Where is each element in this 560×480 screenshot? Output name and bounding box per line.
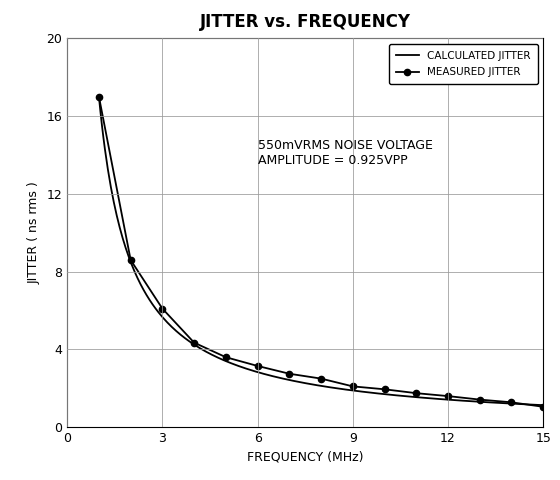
MEASURED JITTER (381, 386, 388, 392)
MEASURED JITTER (96, 94, 102, 99)
Text: 550mVRMS NOISE VOLTAGE
AMPLITUDE = 0.925VPP: 550mVRMS NOISE VOLTAGE AMPLITUDE = 0.925… (258, 140, 432, 168)
MEASURED JITTER (159, 306, 166, 312)
MEASURED JITTER (127, 257, 134, 263)
CALCULATED JITTER (367, 390, 374, 396)
Title: JITTER vs. FREQUENCY: JITTER vs. FREQUENCY (200, 13, 410, 31)
CALCULATED JITTER (470, 398, 477, 404)
Legend: CALCULATED JITTER, MEASURED JITTER: CALCULATED JITTER, MEASURED JITTER (389, 44, 538, 84)
MEASURED JITTER (191, 340, 198, 346)
MEASURED JITTER (508, 399, 515, 405)
MEASURED JITTER (349, 384, 356, 389)
MEASURED JITTER (477, 396, 483, 402)
MEASURED JITTER (318, 376, 324, 382)
MEASURED JITTER (286, 371, 293, 377)
Line: CALCULATED JITTER: CALCULATED JITTER (99, 96, 543, 405)
Y-axis label: JITTER ( ns rms ): JITTER ( ns rms ) (28, 181, 41, 284)
CALCULATED JITTER (97, 108, 104, 114)
MEASURED JITTER (254, 363, 261, 369)
MEASURED JITTER (540, 404, 547, 409)
Line: MEASURED JITTER: MEASURED JITTER (96, 94, 547, 410)
MEASURED JITTER (222, 354, 229, 360)
MEASURED JITTER (413, 390, 419, 396)
CALCULATED JITTER (498, 400, 505, 406)
CALCULATED JITTER (358, 389, 365, 395)
CALCULATED JITTER (540, 402, 547, 408)
MEASURED JITTER (445, 393, 451, 399)
X-axis label: FREQUENCY (MHz): FREQUENCY (MHz) (247, 451, 363, 464)
CALCULATED JITTER (96, 94, 102, 99)
CALCULATED JITTER (360, 389, 367, 395)
